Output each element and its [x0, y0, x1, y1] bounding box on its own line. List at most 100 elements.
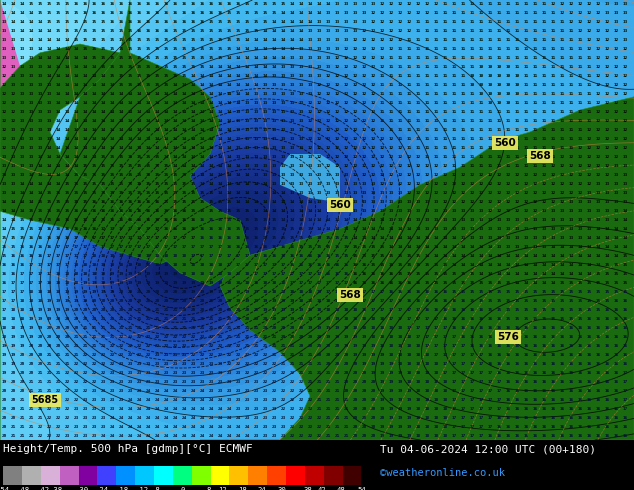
Text: 21: 21 — [334, 407, 340, 411]
Text: 16: 16 — [559, 425, 565, 429]
Text: 12: 12 — [451, 182, 456, 186]
Text: 14: 14 — [172, 101, 178, 105]
Text: 14: 14 — [307, 218, 313, 222]
Text: 13: 13 — [370, 2, 375, 6]
Text: 16: 16 — [469, 344, 475, 348]
Text: 14: 14 — [415, 245, 420, 249]
Text: 11: 11 — [524, 20, 529, 24]
Text: 12: 12 — [613, 119, 619, 123]
Text: 24: 24 — [127, 434, 133, 438]
Text: 14: 14 — [164, 146, 169, 150]
Text: 15: 15 — [136, 65, 141, 69]
Text: 20: 20 — [353, 425, 358, 429]
Text: 14: 14 — [190, 92, 196, 96]
Text: 15: 15 — [262, 236, 268, 240]
Text: 23: 23 — [244, 407, 250, 411]
Text: 21: 21 — [325, 398, 330, 402]
Text: 13: 13 — [271, 173, 276, 177]
Text: 16: 16 — [307, 254, 313, 258]
Text: 13: 13 — [1, 164, 6, 168]
Text: 12: 12 — [353, 101, 358, 105]
Text: 12: 12 — [443, 164, 448, 168]
Text: 20: 20 — [1, 398, 6, 402]
Text: 14: 14 — [299, 209, 304, 213]
Text: 19: 19 — [1, 362, 6, 366]
Text: 11: 11 — [533, 137, 538, 141]
Text: 14: 14 — [119, 101, 124, 105]
Text: 19: 19 — [344, 344, 349, 348]
Text: 23: 23 — [145, 371, 151, 375]
Text: 23: 23 — [254, 407, 259, 411]
Text: 16: 16 — [559, 353, 565, 357]
Text: 18: 18 — [406, 344, 411, 348]
Text: 21: 21 — [154, 326, 160, 330]
Text: 13: 13 — [344, 29, 349, 33]
Text: 20: 20 — [353, 380, 358, 384]
Text: 14: 14 — [55, 137, 61, 141]
Text: 11: 11 — [406, 119, 411, 123]
Text: 11: 11 — [415, 83, 420, 87]
Text: 14: 14 — [586, 254, 592, 258]
Text: 17: 17 — [451, 407, 456, 411]
Text: 11: 11 — [533, 11, 538, 15]
Text: 21: 21 — [46, 362, 51, 366]
Text: 24: 24 — [199, 434, 205, 438]
Text: 16: 16 — [623, 434, 628, 438]
Text: 18: 18 — [20, 299, 25, 303]
Text: 11: 11 — [443, 119, 448, 123]
Text: 24: 24 — [136, 407, 141, 411]
Text: 15: 15 — [110, 56, 115, 60]
Text: 16: 16 — [595, 335, 600, 339]
Text: 18: 18 — [136, 254, 141, 258]
Text: 13: 13 — [254, 101, 259, 105]
Text: 24: 24 — [181, 398, 186, 402]
Text: 23: 23 — [209, 380, 214, 384]
Text: 13: 13 — [586, 209, 592, 213]
Text: 16: 16 — [226, 227, 231, 231]
Text: 17: 17 — [244, 263, 250, 267]
Text: 12: 12 — [334, 110, 340, 114]
Text: 14: 14 — [209, 137, 214, 141]
Text: 17: 17 — [496, 407, 501, 411]
Text: 15: 15 — [406, 272, 411, 276]
Text: 19: 19 — [1, 371, 6, 375]
Text: 16: 16 — [379, 272, 385, 276]
Text: 15: 15 — [91, 38, 96, 42]
Text: 16: 16 — [136, 209, 141, 213]
Text: 19: 19 — [29, 317, 34, 321]
Text: 24: 24 — [209, 407, 214, 411]
Text: 14: 14 — [235, 83, 241, 87]
Text: 14: 14 — [181, 110, 186, 114]
Text: 11: 11 — [460, 56, 465, 60]
Text: 15: 15 — [325, 236, 330, 240]
Text: 12: 12 — [604, 38, 610, 42]
Text: 23: 23 — [172, 371, 178, 375]
Text: 13: 13 — [586, 200, 592, 204]
Text: 19: 19 — [55, 299, 61, 303]
Text: 15: 15 — [370, 245, 375, 249]
Text: 22: 22 — [254, 362, 259, 366]
Text: 14: 14 — [595, 254, 600, 258]
Text: 10: 10 — [496, 92, 501, 96]
Text: 19: 19 — [10, 353, 16, 357]
Text: 19: 19 — [406, 425, 411, 429]
Text: 16: 16 — [82, 2, 87, 6]
Text: 21: 21 — [110, 326, 115, 330]
Text: 14: 14 — [209, 128, 214, 132]
Text: 16: 16 — [145, 29, 151, 33]
Text: 14: 14 — [46, 56, 51, 60]
Text: 13: 13 — [559, 236, 565, 240]
Text: 16: 16 — [110, 209, 115, 213]
Text: 15: 15 — [172, 74, 178, 78]
Text: 10: 10 — [505, 92, 510, 96]
Text: 22: 22 — [127, 344, 133, 348]
Text: 18: 18 — [280, 290, 286, 294]
Text: 24: 24 — [199, 407, 205, 411]
Text: 17: 17 — [1, 299, 6, 303]
Text: 19: 19 — [127, 281, 133, 285]
Text: 16: 16 — [488, 317, 493, 321]
Text: 14: 14 — [100, 146, 106, 150]
Text: 16: 16 — [533, 371, 538, 375]
Text: 18: 18 — [434, 362, 439, 366]
Text: 13: 13 — [316, 191, 321, 195]
